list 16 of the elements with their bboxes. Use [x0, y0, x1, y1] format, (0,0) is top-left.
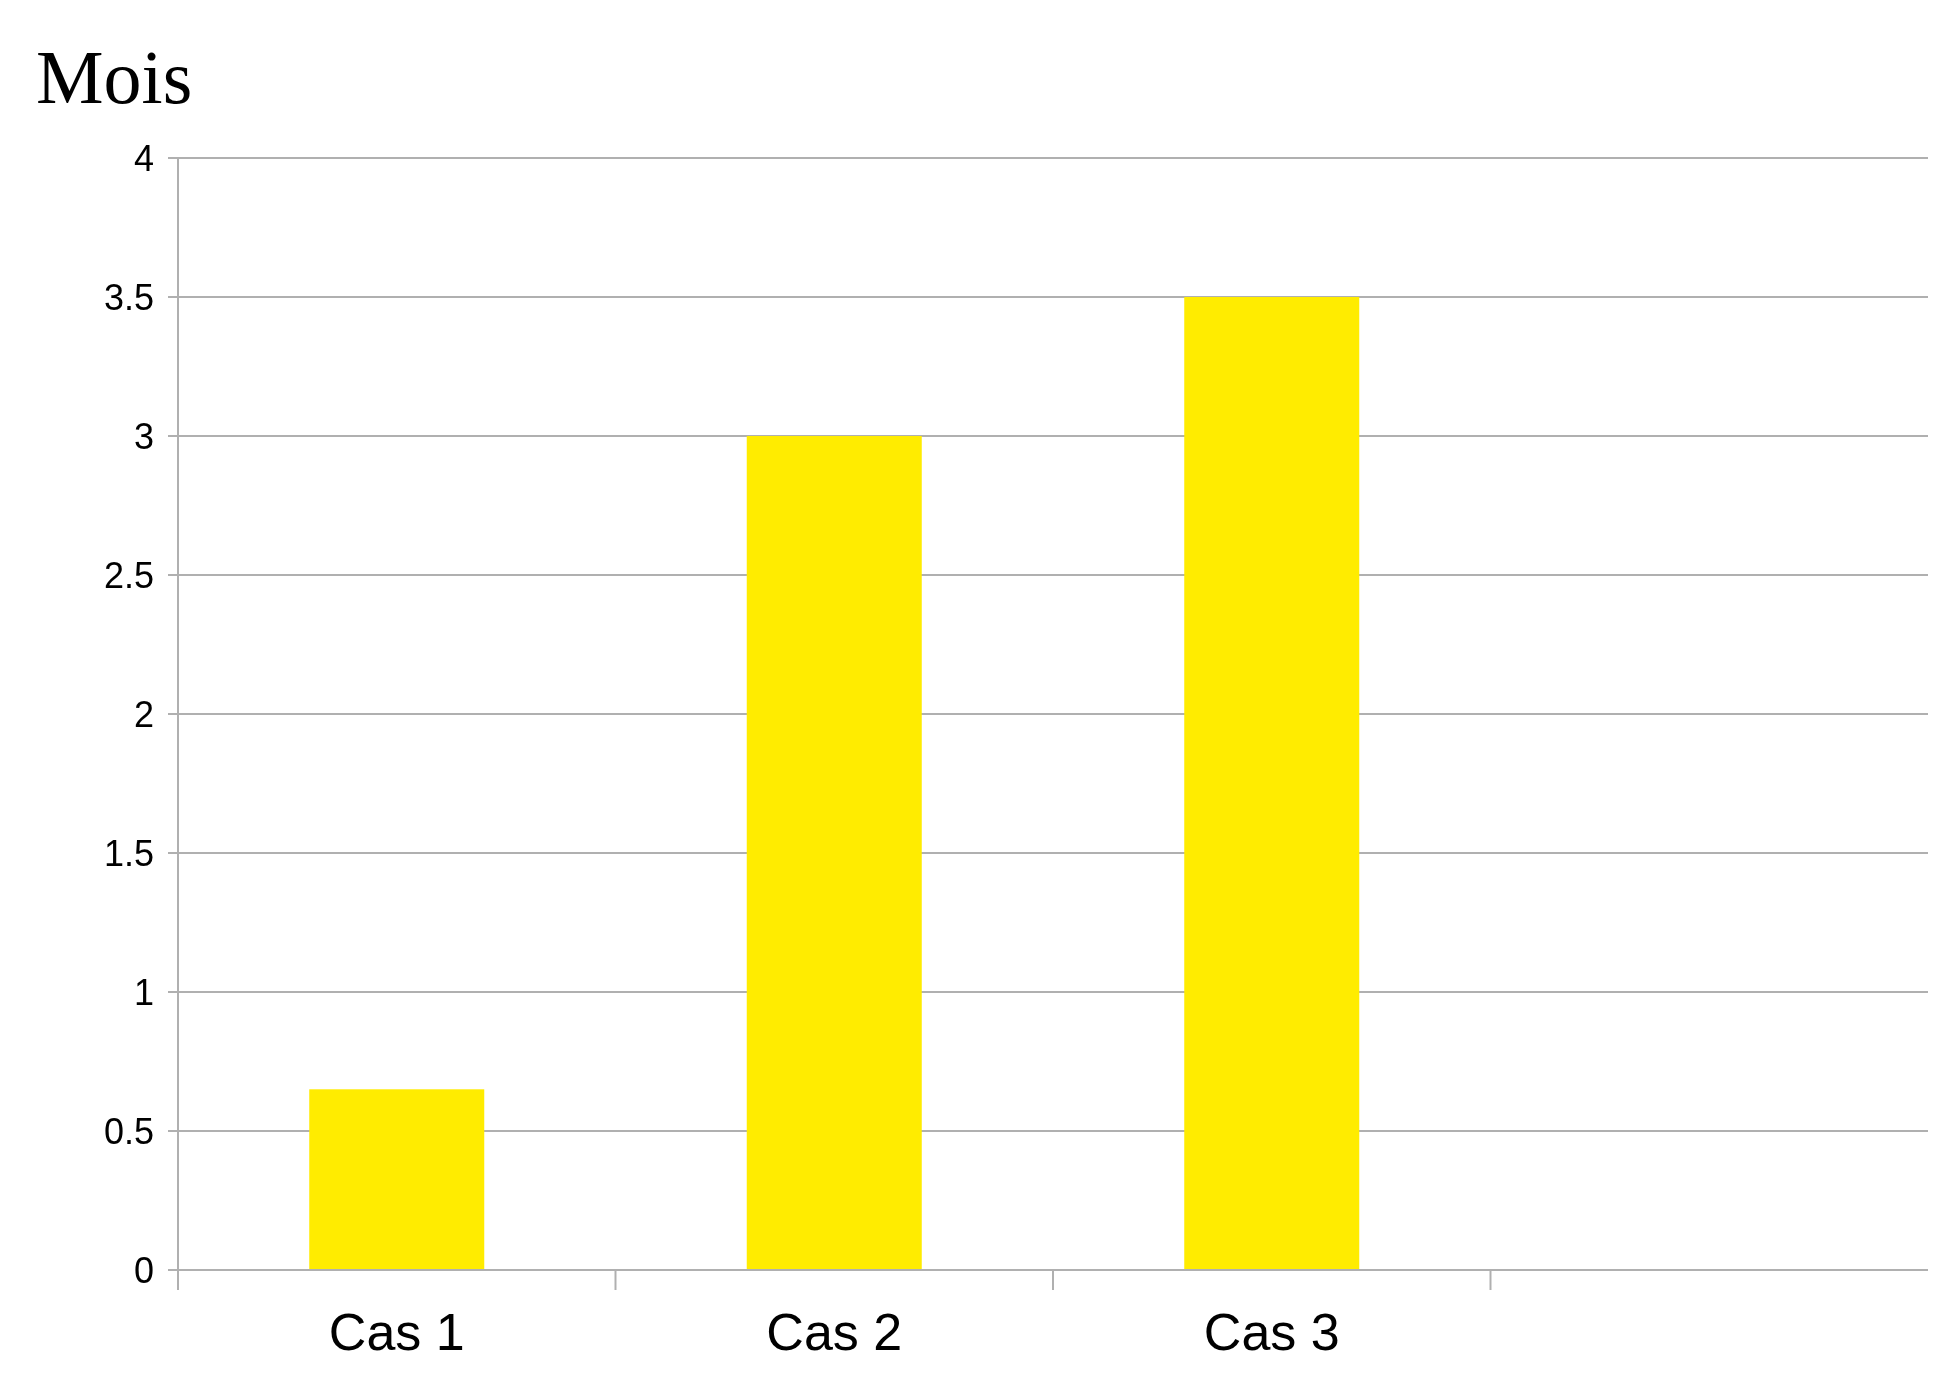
x-tick-label: Cas 2 [766, 1303, 903, 1361]
y-tick-label: 2.5 [103, 554, 154, 596]
y-axis-title: Mois [36, 35, 193, 119]
bar [1184, 297, 1360, 1270]
y-tick-label: 3.5 [103, 276, 154, 318]
y-tick-label: 0.5 [103, 1110, 154, 1152]
x-tick-label: Cas 1 [328, 1303, 465, 1361]
x-tick-label: Cas 3 [1203, 1303, 1340, 1361]
y-tick-label: 2 [133, 693, 154, 735]
y-tick-label: 1.5 [103, 832, 154, 874]
y-tick-label: 1 [133, 971, 154, 1013]
bar [309, 1089, 485, 1270]
bar [746, 436, 922, 1270]
y-tick-label: 0 [133, 1249, 154, 1291]
y-tick-label: 3 [133, 415, 154, 457]
y-tick-label: 4 [133, 137, 154, 179]
